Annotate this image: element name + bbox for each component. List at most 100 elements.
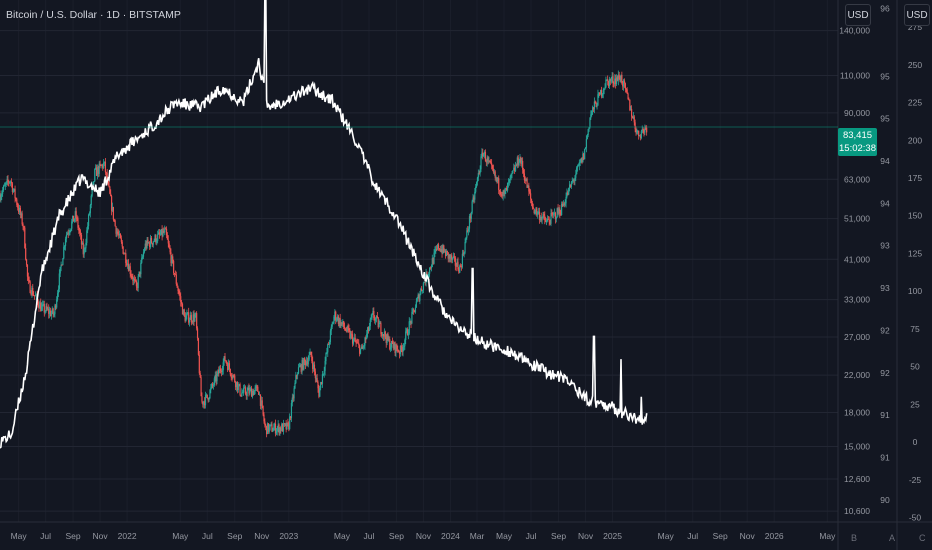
candle-body (56, 293, 59, 300)
candle-body (298, 366, 301, 368)
candle-body (457, 261, 459, 270)
candle-body (12, 190, 14, 193)
candle-body (436, 248, 438, 250)
axis-b-tick-label: 175 (908, 173, 922, 183)
candle-body (139, 271, 141, 275)
candle-body (530, 193, 532, 199)
candle-body (567, 192, 569, 195)
chart-title: Bitcoin / U.S. Dollar · 1D · BITSTAMP (6, 9, 181, 21)
candle-body (194, 316, 196, 322)
candle-body (634, 122, 636, 130)
currency-button[interactable]: USD (845, 4, 871, 26)
candle-body (18, 207, 21, 212)
candle-body (609, 79, 611, 82)
candle-body (10, 181, 13, 184)
candle-body (134, 278, 136, 280)
candle-body (481, 152, 483, 157)
candle-body (577, 165, 580, 167)
candle-body (454, 257, 456, 266)
candle-body (389, 339, 391, 350)
candle-body (256, 386, 258, 388)
candle-body (513, 167, 515, 171)
axis-a-tick-label: 94 (880, 198, 890, 208)
last-price-value: 83,415 (842, 130, 873, 141)
candle-body (103, 161, 106, 163)
candle-body (566, 192, 568, 197)
pane-label-b[interactable]: B (851, 533, 858, 543)
pane-label-a[interactable]: A (889, 533, 896, 543)
candle-body (230, 374, 232, 378)
candle-body (336, 316, 339, 320)
candle-body (505, 187, 507, 192)
candle-body (157, 232, 160, 235)
candle-body (254, 387, 256, 391)
candle-body (327, 344, 329, 353)
candle-body (568, 184, 571, 188)
x-tick-label: 2025 (603, 531, 622, 541)
candle-body (102, 164, 104, 168)
candle-body (541, 217, 543, 221)
candle-body (53, 314, 55, 315)
candle-body (498, 178, 500, 190)
candle-body (246, 390, 248, 397)
candle-body (292, 397, 294, 399)
right-axis-a[interactable]: 96 95 95 94 94 93 93 92 92 91 91 90 (880, 3, 890, 504)
candle-body (438, 248, 440, 250)
pane-label-c[interactable]: C (919, 533, 926, 543)
candle-body (581, 158, 583, 163)
candle-body (435, 248, 437, 251)
candle-body (264, 421, 266, 426)
candle-body (585, 139, 588, 148)
candle-body (644, 127, 646, 133)
candle-body (184, 315, 186, 322)
candle-body (617, 74, 619, 81)
candle-body (362, 346, 364, 349)
price-axis[interactable]: 140,000 110,000 90,000 63,000 51,000 41,000 33… (839, 26, 870, 517)
candle-body (575, 174, 577, 178)
candle-body (565, 196, 567, 204)
candle-body (627, 93, 629, 100)
candle-body (594, 101, 596, 103)
candle-body (291, 397, 293, 403)
candle-body (638, 130, 640, 137)
candle-body (376, 315, 378, 318)
candle-body (532, 207, 534, 209)
candle-body (166, 235, 169, 240)
candle-body (48, 308, 50, 314)
candle-body (552, 213, 554, 215)
candle-body (330, 326, 332, 331)
price-tick-label: 41,000 (844, 254, 870, 264)
candle-body (429, 267, 431, 274)
candle-body (278, 424, 280, 434)
candle-body (153, 240, 155, 242)
candle-body (592, 107, 595, 110)
candle-body (39, 302, 41, 309)
currency-button-secondary[interactable]: USD (904, 4, 930, 26)
candle-body (238, 384, 240, 386)
candle-body (354, 337, 356, 342)
candle-body (326, 352, 328, 354)
candle-body (8, 181, 10, 183)
candle-body (280, 427, 282, 431)
candle-body (612, 76, 614, 84)
candle-body (0, 196, 2, 201)
candle-body (204, 394, 207, 406)
candle-body (121, 241, 123, 247)
candle-body (491, 163, 493, 166)
candle-body (635, 129, 637, 133)
candle-body (463, 252, 465, 255)
candle-body (631, 108, 633, 117)
candle-body (373, 310, 375, 319)
candle-body (429, 267, 432, 269)
candle-body (423, 282, 425, 284)
candle-body (195, 313, 197, 317)
candle-body (371, 313, 373, 318)
candle-body (276, 427, 278, 431)
candle-body (564, 203, 566, 205)
candle-body (478, 173, 480, 174)
candle-body (123, 253, 125, 255)
candle-body (55, 305, 57, 308)
candle-body (286, 422, 288, 430)
